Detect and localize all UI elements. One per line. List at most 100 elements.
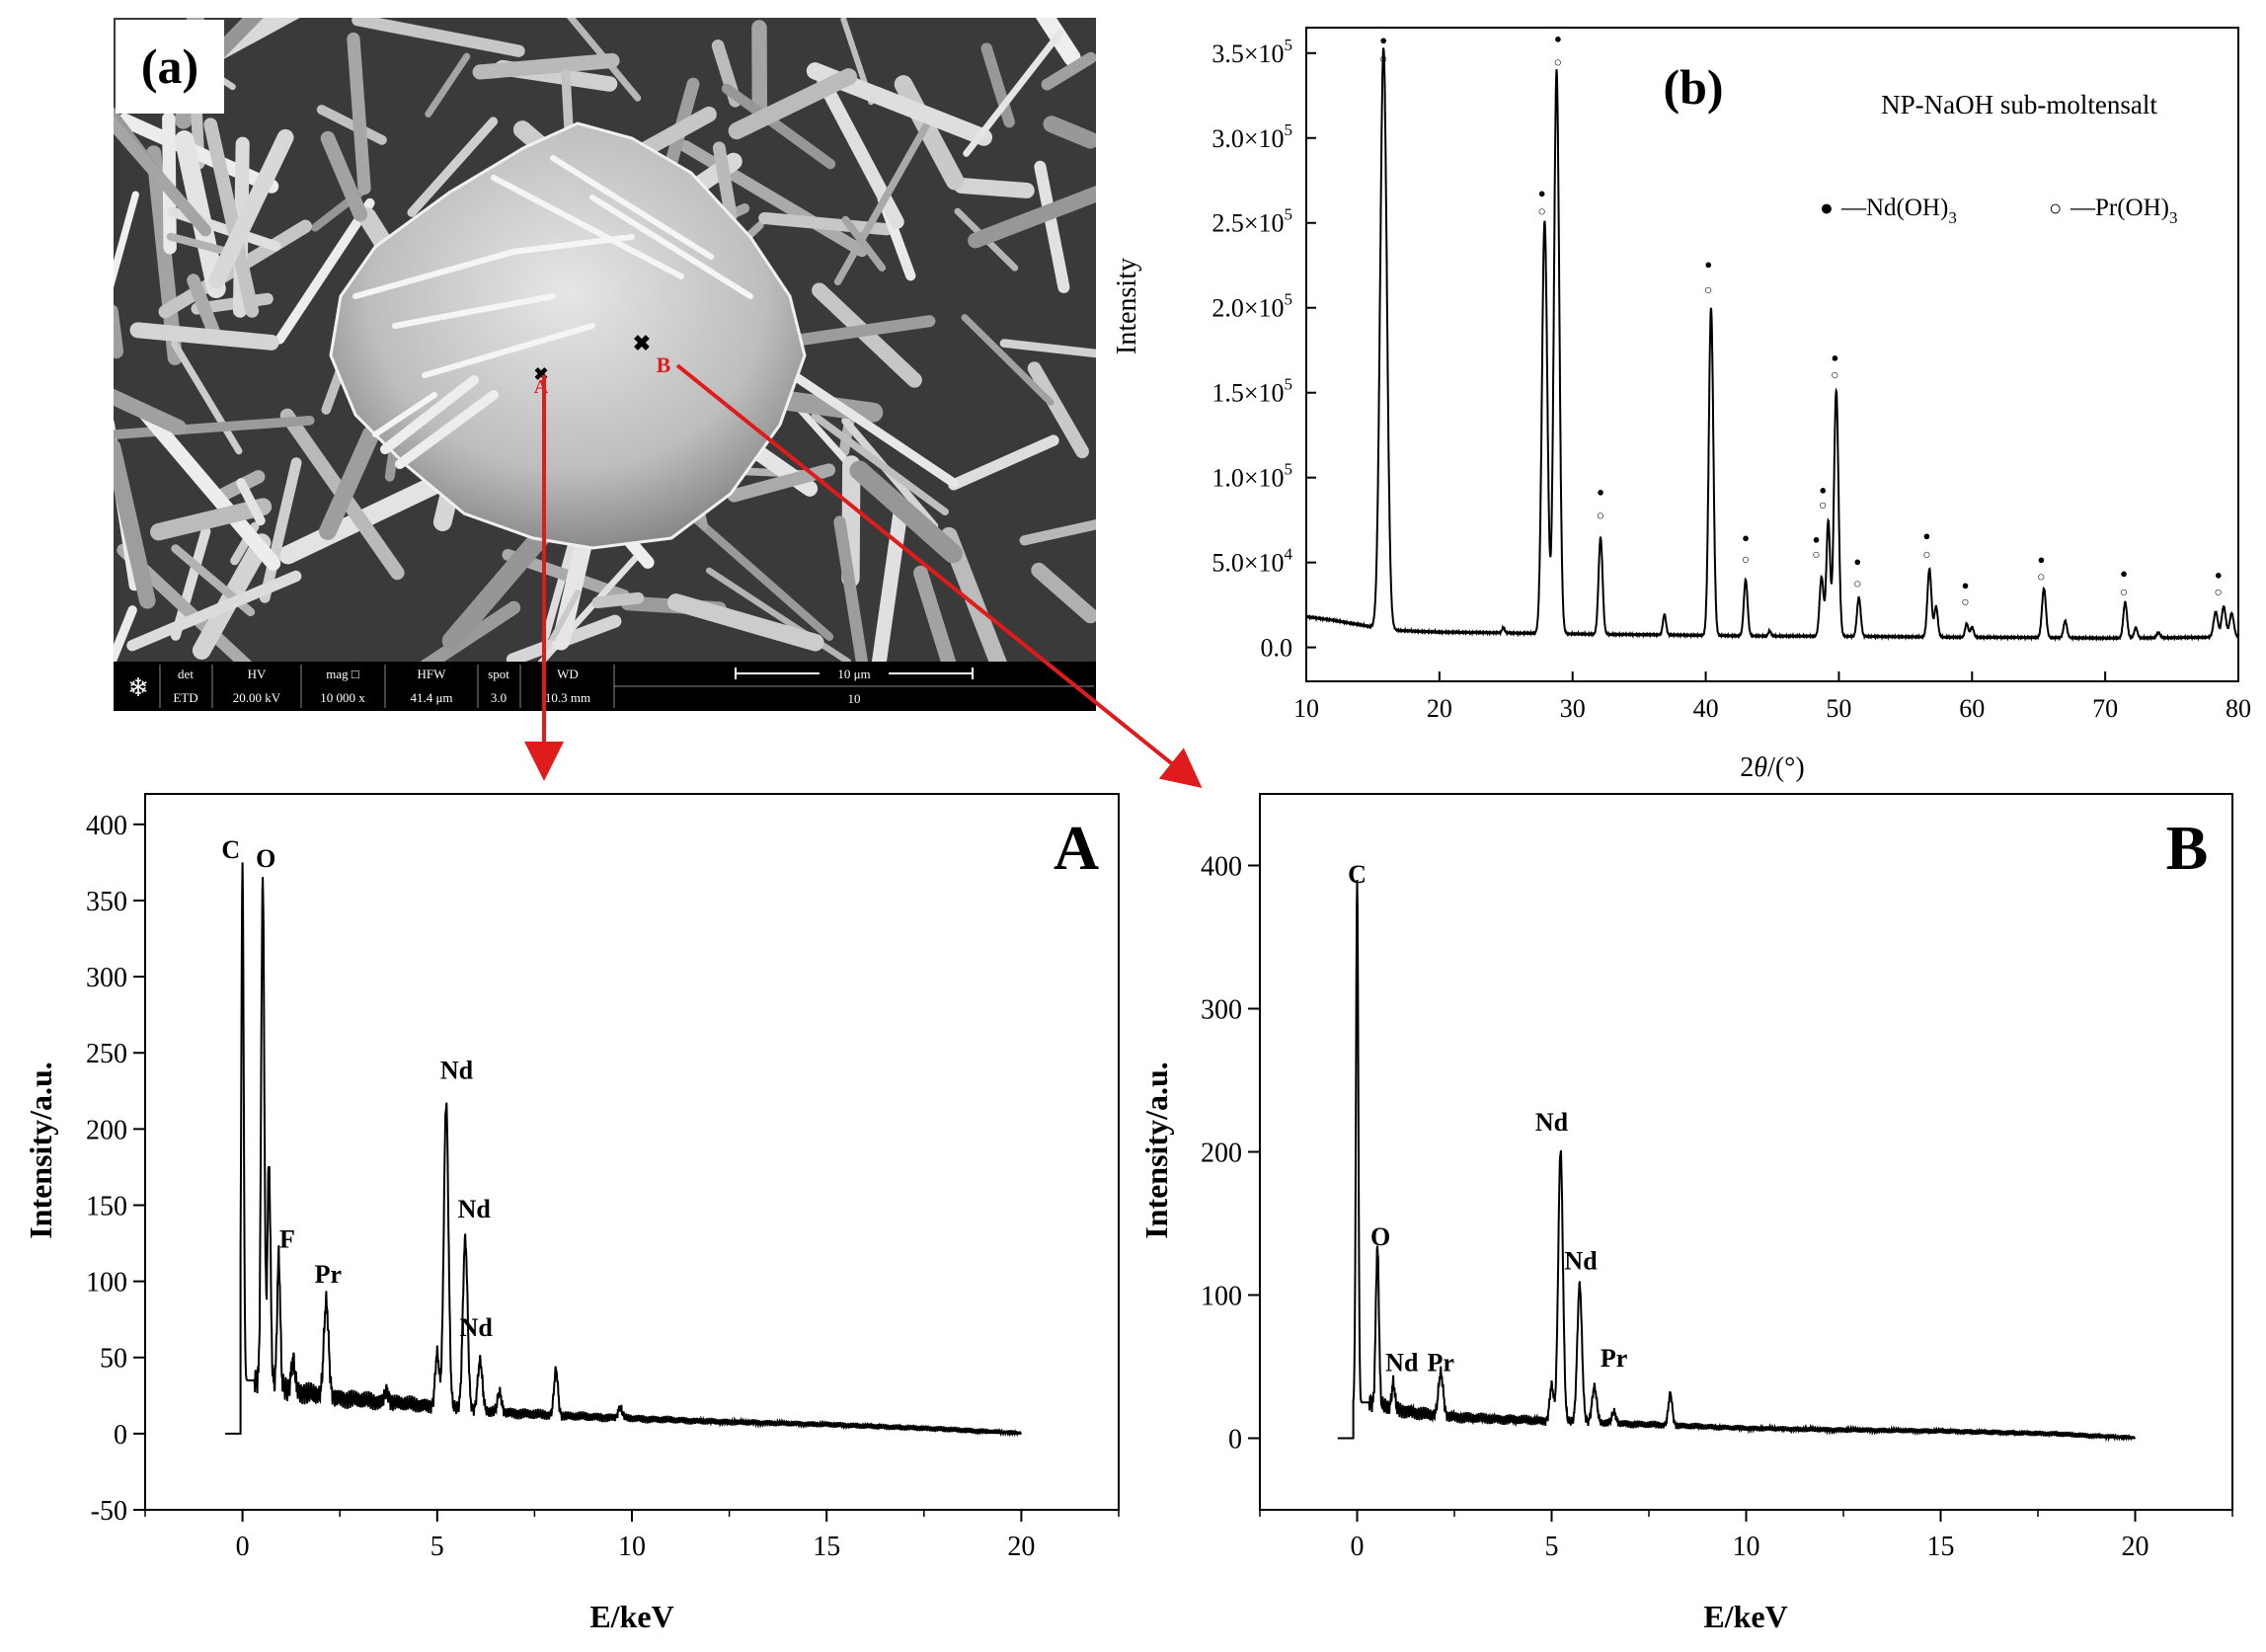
needle-crystal — [953, 177, 1035, 198]
pr-oh3-marker: ○ — [1819, 499, 1827, 513]
eds-a-y-tick-label: 0 — [114, 1420, 127, 1451]
needle-crystal — [114, 388, 187, 435]
needle-crystal — [782, 365, 959, 488]
xrd-x-tick-label: 50 — [1826, 694, 1851, 723]
eds-b-x-tick-label: 15 — [1927, 1532, 1955, 1562]
needle-crystal — [150, 498, 273, 541]
eds-a-peak-label: Nd — [460, 1313, 494, 1342]
nd-oh3-marker: ● — [1742, 530, 1750, 545]
scale-bar-value: 10 — [848, 691, 861, 706]
needle-crystal — [721, 83, 836, 170]
eds-a-spectrum-line — [224, 862, 1022, 1438]
needle-crystal — [129, 322, 279, 351]
needle-crystal — [690, 513, 834, 642]
legend-marker-nd: ● — [1820, 196, 1834, 220]
info-value-mag: 10 000 x — [320, 690, 365, 705]
connector-arrows — [524, 363, 1203, 789]
nd-oh3-marker: ● — [1597, 484, 1604, 499]
eds-b-peak-label: Nd — [1564, 1246, 1598, 1275]
eds-b-y-axis-label: Intensity/a.u. — [1138, 1062, 1174, 1239]
needle-crystal — [833, 515, 869, 662]
eds-b-peak-label: Nd — [1385, 1348, 1419, 1377]
needle-crystal — [347, 32, 371, 196]
needle-crystal — [166, 232, 237, 258]
needle-crystal — [425, 52, 471, 118]
xrd-title: NP-NaOH sub-moltensalt — [1881, 90, 2157, 119]
needle-crystal — [999, 339, 1096, 358]
eds-a-peak-label: C — [221, 835, 240, 864]
info-header-det: det — [178, 667, 194, 681]
needle-crystal — [1035, 18, 1081, 67]
needle-crystal — [1027, 361, 1089, 459]
needle-crystal — [940, 526, 1007, 662]
nd-oh3-marker: ● — [1704, 257, 1712, 272]
xrd-x-tick-label: 80 — [2226, 694, 2251, 723]
svg-text:—Nd(OH)3: —Nd(OH)3 — [1840, 195, 1957, 227]
eds-a-x-tick-label: 5 — [430, 1532, 444, 1562]
needle-crystal — [174, 130, 226, 299]
needle-crystal — [591, 591, 645, 609]
info-value-spot: 3.0 — [491, 690, 507, 705]
legend-text-nd: —Nd(OH) — [1840, 195, 1948, 221]
eds-a-y-tick-label: 300 — [86, 963, 127, 993]
eds-a-panel-label: A — [1054, 813, 1099, 883]
nd-oh3-marker: ● — [1813, 532, 1821, 547]
eds-a-x-tick-label: 0 — [236, 1532, 250, 1562]
needle-crystal — [472, 52, 620, 80]
info-header-mag: mag □ — [326, 667, 359, 681]
eds-b-peak-label: O — [1370, 1222, 1390, 1251]
needle-crystal — [171, 340, 243, 455]
sem-micrograph — [114, 18, 1096, 662]
needle-crystal — [236, 478, 266, 526]
scale-bar-label: 10 μm — [837, 667, 870, 681]
needle-crystal — [963, 30, 1064, 157]
eds-a-plot-frame — [144, 793, 1120, 1511]
xrd-x-tick-label: 60 — [1959, 694, 1985, 723]
xrd-x-tick-label: 20 — [1427, 694, 1452, 723]
pr-oh3-marker: ○ — [1537, 205, 1545, 220]
needle-crystal — [549, 590, 582, 642]
info-header-hfw: HFW — [418, 667, 447, 681]
xrd-y-tick-label: 3.5×105 — [1211, 36, 1292, 68]
xrd-y-tick-label: 3.0×105 — [1211, 120, 1292, 153]
needle-crystal — [114, 415, 315, 440]
legend-text-pr: —Pr(OH) — [2070, 195, 2169, 221]
eds-b-x-axis-label: E/keV — [1703, 1599, 1787, 1634]
needle-crystal — [441, 511, 565, 651]
pr-oh3-marker: ○ — [1597, 509, 1604, 523]
eds-b-peak-label: C — [1348, 860, 1367, 889]
fei-logo-icon: ❄ — [127, 673, 149, 702]
eds-b-chart: B Intensity/a.u. E/keV 0 5 10 15 20010020030… — [1138, 793, 2233, 1634]
needle-crystal — [913, 565, 957, 662]
eds-b-y-tick-label: 0 — [1228, 1425, 1242, 1455]
info-value-det: ETD — [173, 690, 197, 705]
legend-sub-nd: 3 — [1948, 208, 1957, 227]
needle-crystal — [407, 117, 499, 217]
needle-crystal — [208, 128, 294, 289]
sem-info-bar: ❄ det ETD HV 20.00 kV mag □ 10 000 x HFW… — [114, 662, 1096, 711]
eds-a-x-tick-label: 20 — [1007, 1532, 1035, 1562]
xrd-y-tick-label: 1.0×105 — [1211, 460, 1292, 493]
point-a-label: A — [534, 376, 549, 398]
panel-a-label: (a) — [141, 39, 198, 94]
info-header-hv: HV — [248, 667, 267, 681]
xrd-x-tick-label: 10 — [1293, 694, 1319, 723]
needle-crystal — [320, 130, 368, 222]
needle-crystal — [705, 567, 852, 662]
crystal-edge-highlights — [352, 155, 753, 437]
needle-crystal — [728, 68, 858, 140]
legend-sub-pr: 3 — [2169, 208, 2178, 227]
needle-crystal — [871, 497, 909, 662]
needle-crystal — [1041, 51, 1096, 91]
needle-crystal — [114, 116, 212, 237]
xrd-x-tick-label: 30 — [1560, 694, 1586, 723]
eds-a-y-tick-label: 350 — [86, 887, 127, 917]
eds-b-x-tick-label: 5 — [1545, 1532, 1559, 1562]
nd-oh3-marker: ● — [1962, 578, 1970, 592]
needle-crystals — [114, 18, 1096, 662]
pr-oh3-marker: ○ — [1961, 595, 1969, 610]
pr-oh3-marker: ○ — [1831, 368, 1838, 383]
xrd-plot-frame — [1305, 27, 2239, 682]
needle-crystal — [114, 191, 139, 288]
eds-a-x-tick-label: 15 — [813, 1532, 840, 1562]
